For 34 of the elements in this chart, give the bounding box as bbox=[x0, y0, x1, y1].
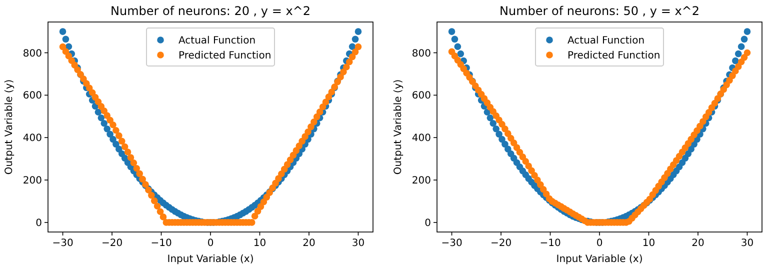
x-axis-title: Input Variable (x) bbox=[556, 254, 643, 265]
y-tick-label: 400 bbox=[22, 133, 42, 144]
legend-label: Predicted Function bbox=[568, 50, 660, 62]
y-axis-title: Output Variable (y) bbox=[4, 79, 15, 175]
x-axis-title: Input Variable (x) bbox=[167, 254, 254, 265]
y-tick-label: 200 bbox=[412, 176, 431, 187]
x-tick-label: 0 bbox=[207, 238, 214, 249]
x-tick-label: 30 bbox=[352, 238, 365, 249]
legend-label: Actual Function bbox=[178, 36, 256, 46]
y-tick-label: 800 bbox=[412, 48, 431, 60]
x-tick-label: −20 bbox=[490, 238, 512, 249]
chart-title: Number of neurons: 20 , y = x^2 bbox=[110, 4, 311, 18]
y-tick-label: 0 bbox=[36, 218, 42, 229]
y-tick-label: 800 bbox=[22, 48, 42, 60]
y-tick-label: 200 bbox=[22, 176, 42, 187]
y-tick-label: 600 bbox=[412, 90, 431, 102]
x-tick-label: 10 bbox=[253, 238, 266, 249]
y-tick-label: 400 bbox=[412, 133, 431, 144]
legend-label: Predicted Function bbox=[178, 50, 272, 62]
x-tick-label: 20 bbox=[302, 238, 316, 249]
x-tick-label: 10 bbox=[642, 238, 656, 249]
y-tick-label: 600 bbox=[22, 90, 42, 102]
x-tick-label: 30 bbox=[740, 238, 754, 249]
x-tick-label: −10 bbox=[540, 238, 561, 249]
x-tick-label: 20 bbox=[692, 238, 704, 249]
x-tick-label: 0 bbox=[596, 238, 603, 249]
x-tick-label: −20 bbox=[101, 238, 123, 249]
chart-title: Number of neurons: 50 , y = x^2 bbox=[499, 4, 700, 18]
legend-label: Actual Function bbox=[568, 36, 645, 46]
x-tick-label: −10 bbox=[150, 238, 172, 249]
x-tick-label: −30 bbox=[52, 238, 74, 249]
x-tick-label: −30 bbox=[441, 238, 462, 249]
y-tick-label: 0 bbox=[424, 218, 431, 229]
y-axis-title: Output Variable (y) bbox=[393, 79, 404, 175]
